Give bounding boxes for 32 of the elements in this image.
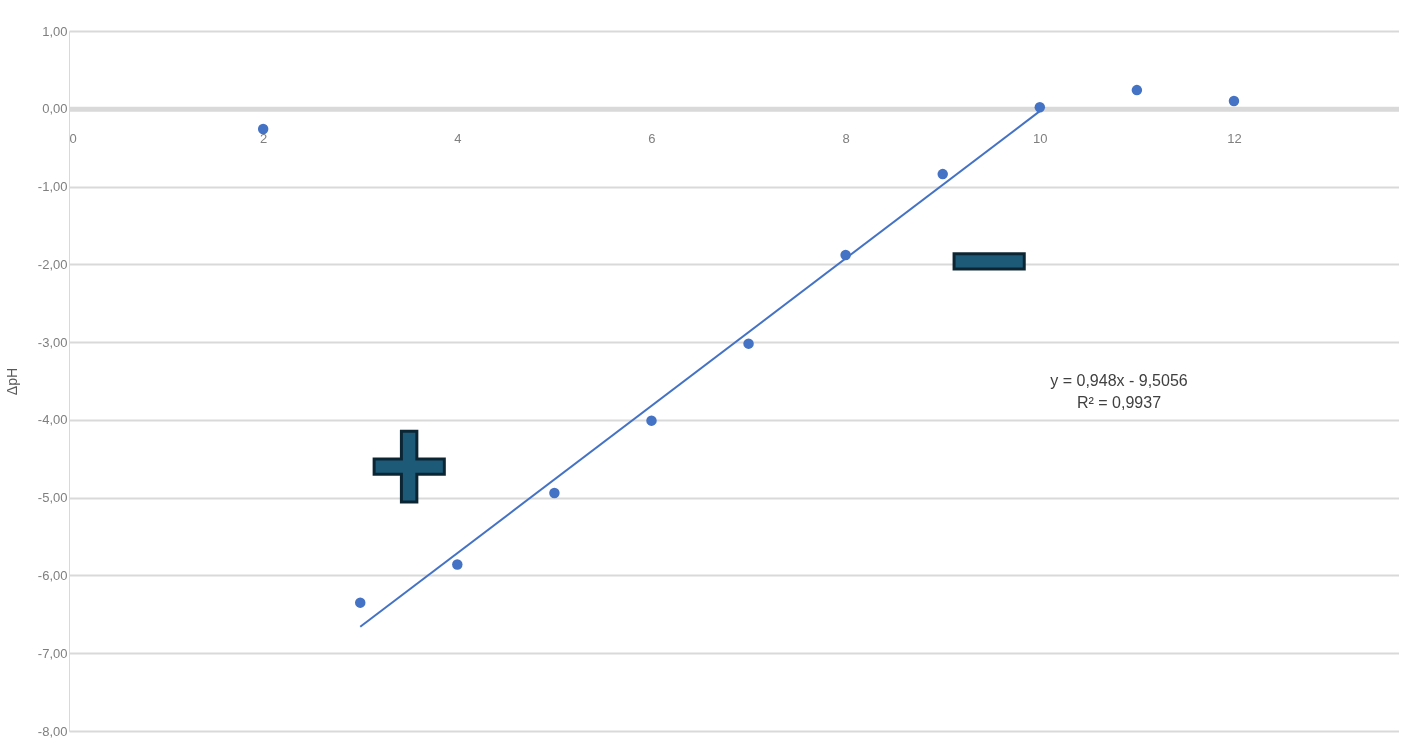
y-tick-label: -2,00 xyxy=(37,256,68,272)
y-tick-label: -6,00 xyxy=(37,567,68,583)
y-tick-label: -7,00 xyxy=(37,645,68,661)
point xyxy=(1228,95,1240,107)
point xyxy=(355,597,366,608)
point xyxy=(743,338,754,349)
point xyxy=(257,123,269,135)
point xyxy=(646,415,657,426)
point xyxy=(1131,84,1143,96)
y-tick-label: -5,00 xyxy=(37,490,68,506)
x-tick-label: 2 xyxy=(260,131,268,147)
point xyxy=(1034,101,1046,113)
annotation: − xyxy=(948,181,1030,338)
point xyxy=(452,559,463,570)
x-tick-label: 4 xyxy=(454,131,462,147)
y-tick-label: -3,00 xyxy=(37,334,68,350)
x-tick-label: 6 xyxy=(648,131,656,147)
y-tick-label: 1,00 xyxy=(42,23,68,39)
y-tick-label: -4,00 xyxy=(37,412,68,428)
point xyxy=(549,487,560,499)
y-tick-label: 0,00 xyxy=(42,101,68,117)
annotation: + xyxy=(368,386,450,543)
y-tick-label: -8,00 xyxy=(37,723,68,739)
x-tick-label: 0 xyxy=(69,131,77,147)
x-tick-label: 8 xyxy=(842,131,850,147)
x-tick-label: 10 xyxy=(1033,131,1048,147)
annotation: R² = 0,9937 xyxy=(1076,394,1162,411)
y-tick-label: -1,00 xyxy=(37,179,68,195)
y-axis-title: ΔpH xyxy=(3,367,20,396)
x-tick-label: 12 xyxy=(1227,131,1242,147)
point xyxy=(937,168,948,180)
annotation: y = 0,948x - 9,5056 xyxy=(1050,372,1188,389)
